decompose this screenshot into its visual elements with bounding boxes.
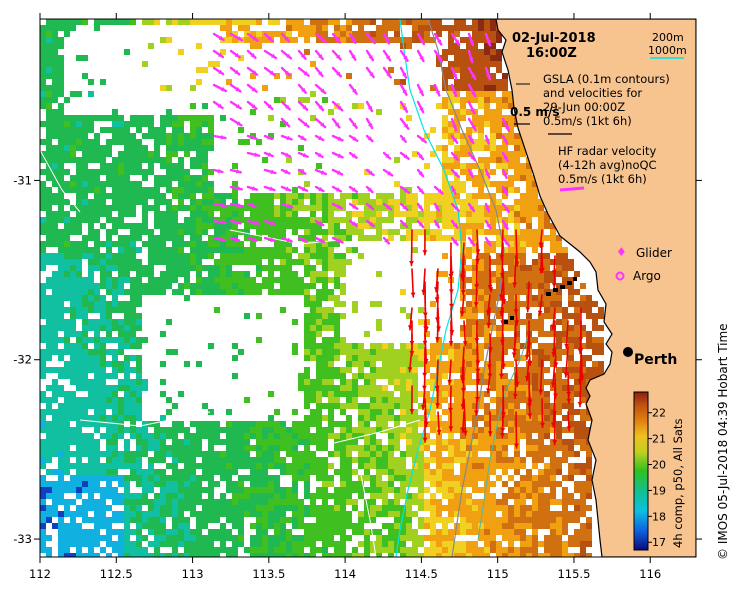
hf-legend-line1: HF radar velocity xyxy=(558,144,657,158)
colorbar-tick-label: 22 xyxy=(652,407,666,420)
colorbar-tick-label: 18 xyxy=(652,510,666,523)
colorbar-tick-label: 21 xyxy=(652,433,666,446)
x-tick-label: 113 xyxy=(182,567,204,581)
depth-contour-teal xyxy=(477,329,531,541)
argo-icon xyxy=(615,271,625,281)
colorbar-tick-label: 19 xyxy=(652,484,666,497)
sst-field xyxy=(40,19,604,557)
glider-icon: ♦ xyxy=(616,245,627,259)
gsla-contour xyxy=(40,149,421,557)
hf-scale-arrow xyxy=(559,186,585,192)
colorbar-ticks: 22 21 20 19 18 17 xyxy=(648,407,666,549)
hf-legend-line2: (4-12h avg)noQC xyxy=(558,158,657,172)
x-tick-label: 112 xyxy=(29,567,51,581)
x-tick-label: 116 xyxy=(639,567,661,581)
gsla-legend-line1: GSLA (0.1m contours) xyxy=(543,72,670,86)
plot-frame xyxy=(39,18,697,558)
x-tick-label: 112.5 xyxy=(100,567,133,581)
gsla-legend-line3: 29-Jun 00:00Z xyxy=(543,100,625,114)
depth-1000m-contour xyxy=(395,19,463,557)
credit-text: © IMOS 05-Jul-2018 04:39 Hobart Time xyxy=(716,323,730,560)
x-tick-label: 114 xyxy=(334,567,356,581)
axis-ticks: 112 112.5 113 113.5 114 114.5 115 115.5 116 -31 -3… xyxy=(13,13,702,581)
y-tick-label: -33 xyxy=(13,532,32,546)
colorbar-title: 4h comp, p50, All Sats xyxy=(671,419,685,548)
hf-scale-label: 0.5m/s (1kt 6h) xyxy=(558,172,647,186)
gsla-velocity-arrows xyxy=(407,229,585,449)
x-tick-label: 114.5 xyxy=(405,567,438,581)
colorbar xyxy=(633,391,649,551)
argo-label: Argo xyxy=(633,269,661,283)
colorbar-tick-label: 20 xyxy=(652,459,666,472)
map-time: 16:00Z xyxy=(526,46,577,61)
map-date: 02-Jul-2018 xyxy=(512,31,596,46)
perth-label: Perth xyxy=(634,352,677,368)
x-tick-label: 113.5 xyxy=(252,567,285,581)
depth-1000-label: 1000m xyxy=(648,44,687,57)
depth-200-label: 200m xyxy=(652,31,684,44)
gsla-scale-label: 0.5m/s (1kt 6h) xyxy=(543,114,632,128)
gsla-legend-line2: and velocities for xyxy=(543,86,642,100)
big-scale-label: 0.5 m/s xyxy=(510,105,559,119)
depth-200m-contour xyxy=(427,19,505,557)
y-tick-label: -31 xyxy=(13,173,32,187)
x-tick-label: 115.5 xyxy=(557,567,590,581)
hf-radar-velocity-arrows xyxy=(212,32,511,247)
perth-marker xyxy=(623,347,633,357)
x-tick-label: 115 xyxy=(487,567,509,581)
y-tick-label: -32 xyxy=(13,353,32,367)
glider-label: Glider xyxy=(636,246,672,260)
colorbar-tick-label: 17 xyxy=(652,536,666,549)
glider-track xyxy=(504,277,577,324)
